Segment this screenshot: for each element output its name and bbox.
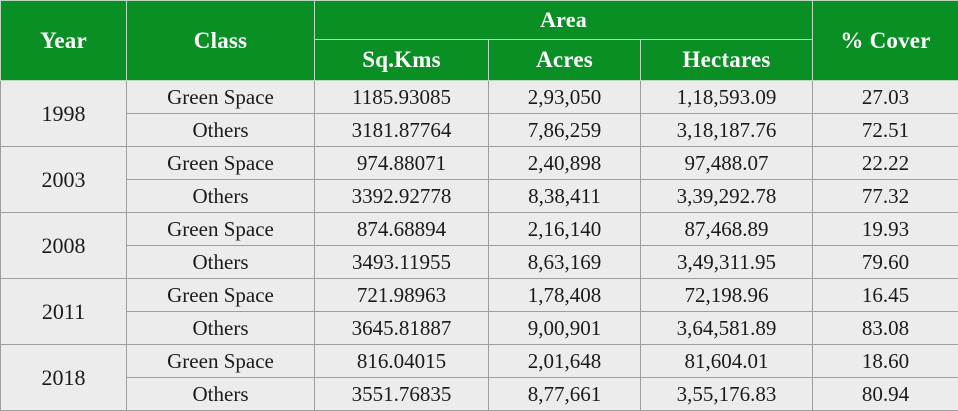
cover-cell: 83.08 (813, 312, 958, 345)
year-cell: 2008 (1, 213, 127, 279)
header-area: Area (315, 1, 813, 40)
acres-cell: 7,86,259 (489, 114, 641, 147)
class-cell: Green Space (127, 279, 315, 312)
table-row: 2008 Green Space 874.68894 2,16,140 87,4… (1, 213, 958, 246)
cover-cell: 79.60 (813, 246, 958, 279)
cover-cell: 19.93 (813, 213, 958, 246)
table-row: 2011 Green Space 721.98963 1,78,408 72,1… (1, 279, 958, 312)
cover-cell: 72.51 (813, 114, 958, 147)
acres-cell: 2,93,050 (489, 81, 641, 114)
acres-cell: 2,01,648 (489, 345, 641, 378)
sq-kms-cell: 1185.93085 (315, 81, 489, 114)
sq-kms-cell: 3493.11955 (315, 246, 489, 279)
class-cell: Green Space (127, 213, 315, 246)
class-cell: Others (127, 180, 315, 213)
sq-kms-cell: 3181.87764 (315, 114, 489, 147)
table-row: Others 3645.81887 9,00,901 3,64,581.89 8… (1, 312, 958, 345)
year-cell: 2003 (1, 147, 127, 213)
header-sq-kms: Sq.Kms (315, 40, 489, 81)
hectares-cell: 1,18,593.09 (641, 81, 813, 114)
table-row: 1998 Green Space 1185.93085 2,93,050 1,1… (1, 81, 958, 114)
class-cell: Green Space (127, 345, 315, 378)
header-class: Class (127, 1, 315, 81)
table-row: Others 3493.11955 8,63,169 3,49,311.95 7… (1, 246, 958, 279)
acres-cell: 8,63,169 (489, 246, 641, 279)
hectares-cell: 72,198.96 (641, 279, 813, 312)
class-cell: Others (127, 114, 315, 147)
sq-kms-cell: 874.68894 (315, 213, 489, 246)
cover-cell: 80.94 (813, 378, 958, 411)
sq-kms-cell: 816.04015 (315, 345, 489, 378)
cover-cell: 16.45 (813, 279, 958, 312)
cover-cell: 27.03 (813, 81, 958, 114)
header-hectares: Hectares (641, 40, 813, 81)
class-cell: Others (127, 378, 315, 411)
table-row: 2018 Green Space 816.04015 2,01,648 81,6… (1, 345, 958, 378)
cover-cell: 18.60 (813, 345, 958, 378)
year-cell: 1998 (1, 81, 127, 147)
table-header: Year Class Area % Cover Sq.Kms Acres Hec… (1, 1, 958, 81)
acres-cell: 9,00,901 (489, 312, 641, 345)
header-year: Year (1, 1, 127, 81)
acres-cell: 2,40,898 (489, 147, 641, 180)
table-row: Others 3551.76835 8,77,661 3,55,176.83 8… (1, 378, 958, 411)
year-cell: 2011 (1, 279, 127, 345)
acres-cell: 8,77,661 (489, 378, 641, 411)
table-body: 1998 Green Space 1185.93085 2,93,050 1,1… (1, 81, 958, 411)
table-row: 2003 Green Space 974.88071 2,40,898 97,4… (1, 147, 958, 180)
cover-cell: 77.32 (813, 180, 958, 213)
hectares-cell: 3,55,176.83 (641, 378, 813, 411)
sq-kms-cell: 3551.76835 (315, 378, 489, 411)
sq-kms-cell: 3645.81887 (315, 312, 489, 345)
acres-cell: 8,38,411 (489, 180, 641, 213)
class-cell: Others (127, 312, 315, 345)
sq-kms-cell: 721.98963 (315, 279, 489, 312)
cover-cell: 22.22 (813, 147, 958, 180)
class-cell: Others (127, 246, 315, 279)
hectares-cell: 3,64,581.89 (641, 312, 813, 345)
hectares-cell: 3,18,187.76 (641, 114, 813, 147)
class-cell: Green Space (127, 147, 315, 180)
class-cell: Green Space (127, 81, 315, 114)
acres-cell: 2,16,140 (489, 213, 641, 246)
year-cell: 2018 (1, 345, 127, 411)
hectares-cell: 97,488.07 (641, 147, 813, 180)
header-cover: % Cover (813, 1, 958, 81)
hectares-cell: 81,604.01 (641, 345, 813, 378)
sq-kms-cell: 974.88071 (315, 147, 489, 180)
hectares-cell: 87,468.89 (641, 213, 813, 246)
hectares-cell: 3,49,311.95 (641, 246, 813, 279)
header-acres: Acres (489, 40, 641, 81)
acres-cell: 1,78,408 (489, 279, 641, 312)
hectares-cell: 3,39,292.78 (641, 180, 813, 213)
table-row: Others 3392.92778 8,38,411 3,39,292.78 7… (1, 180, 958, 213)
table-row: Others 3181.87764 7,86,259 3,18,187.76 7… (1, 114, 958, 147)
sq-kms-cell: 3392.92778 (315, 180, 489, 213)
